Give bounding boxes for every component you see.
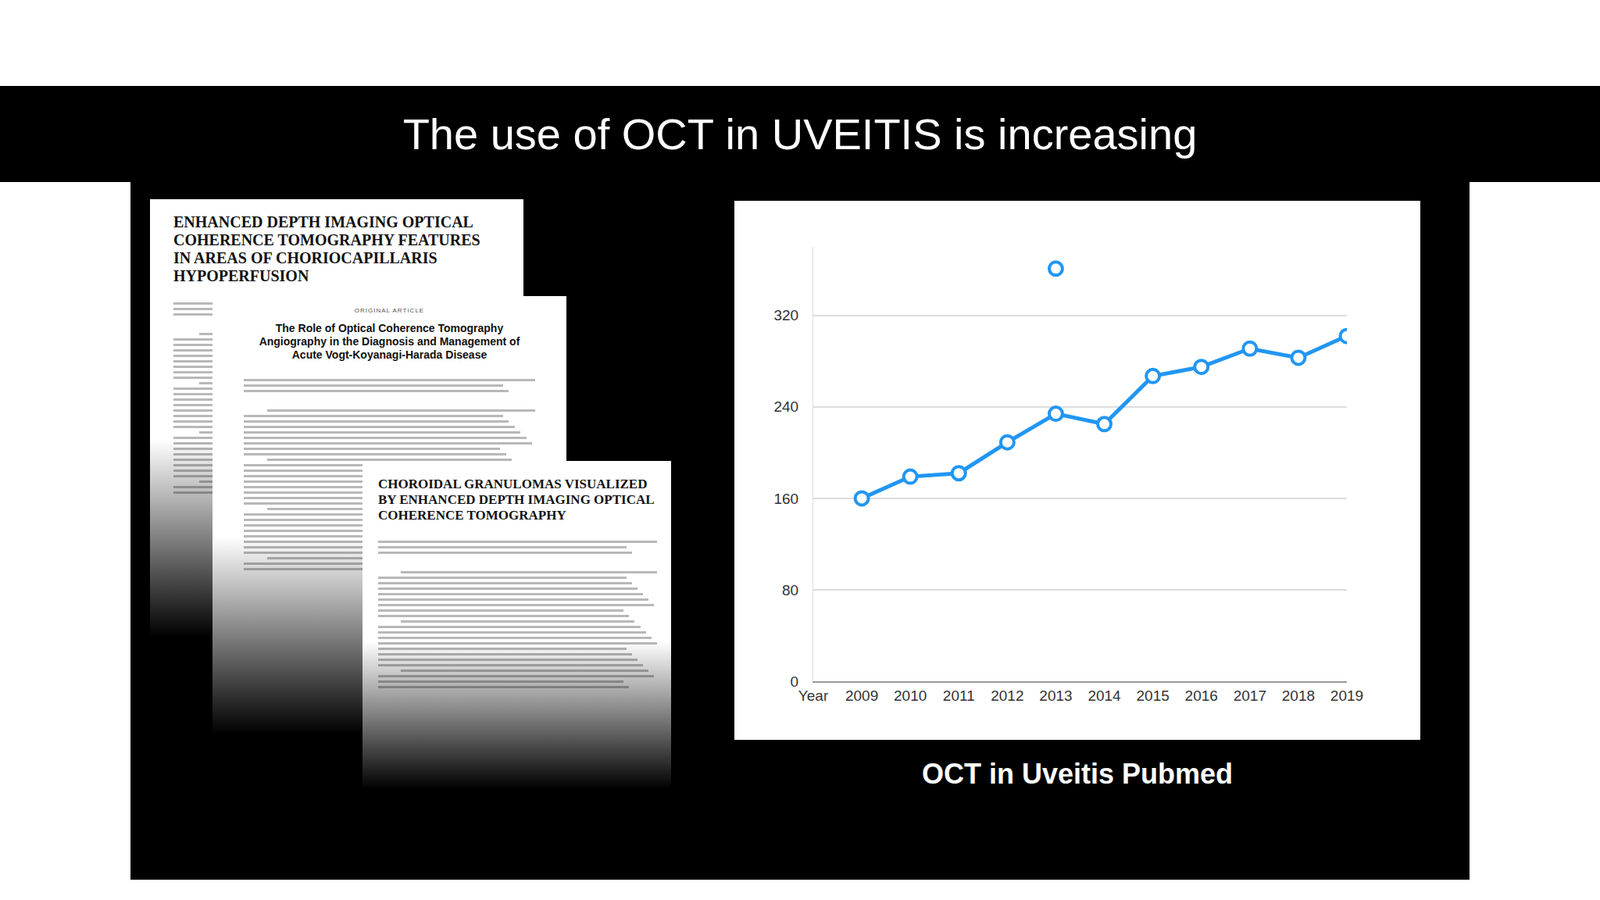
svg-text:2013: 2013 <box>1039 687 1072 704</box>
svg-text:2010: 2010 <box>893 687 927 704</box>
svg-text:320: 320 <box>773 307 799 324</box>
html-text:ENHANCED DEPTH IMAGING OPTICAL: ENHANCED DEPTH IMAGING OPTICAL COHERENCE… <box>173 213 481 285</box>
html-text:The use of OCT in UVEITIS is i: The use of OCT in UVEITIS is increasing <box>402 109 1198 159</box>
svg-text:2019: 2019 <box>1330 687 1364 704</box>
svg-text:2018: 2018 <box>1282 687 1315 704</box>
svg-text:2014: 2014 <box>1087 687 1122 704</box>
html-text:CHOROIDAL GRANULOMAS VISUALIZE: CHOROIDAL GRANULOMAS VISUALIZED BY ENHAN… <box>378 476 654 523</box>
svg-text:2016: 2016 <box>1185 687 1218 704</box>
svg-text:160: 160 <box>773 490 799 508</box>
svg-text:2012: 2012 <box>990 687 1024 704</box>
svg-text:80: 80 <box>782 582 799 599</box>
html-text:The Role of Optical Coherence: The Role of Optical Coherence Tomography… <box>259 321 520 361</box>
svg-text:Year: Year <box>798 687 829 704</box>
svg-text:2017: 2017 <box>1233 687 1267 704</box>
svg-text:2009: 2009 <box>845 687 879 704</box>
svg-text:240: 240 <box>773 398 799 415</box>
svg-text:2011: 2011 <box>942 687 975 704</box>
html-text:ORIGINAL ARTICLE: ORIGINAL ARTICLE <box>354 307 425 315</box>
svg-text:2015: 2015 <box>1135 687 1169 704</box>
svg-text:0: 0 <box>790 673 800 690</box>
html-text:OCT in Uveitis Pubmed: OCT in Uveitis Pubmed <box>921 757 1233 790</box>
